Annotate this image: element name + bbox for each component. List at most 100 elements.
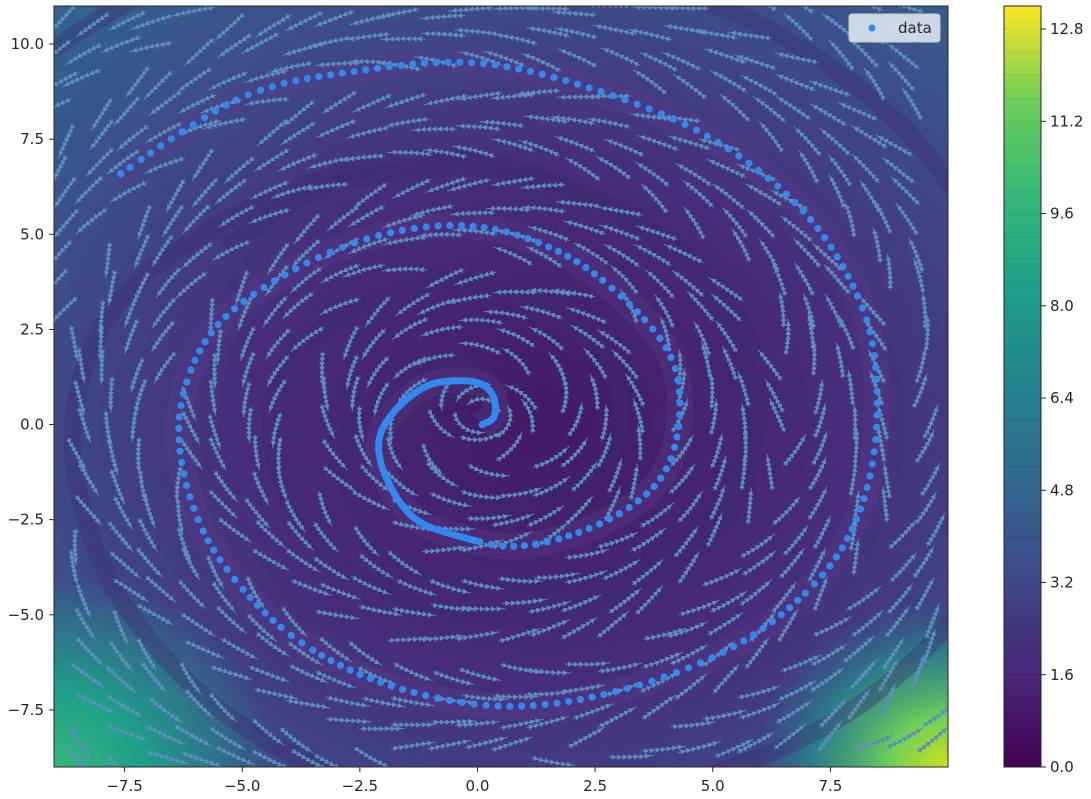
scatter-point [612,688,620,696]
scatter-point [685,664,693,672]
streamline [340,153,386,163]
streamline [214,178,248,205]
streamline [884,6,925,15]
scatter-point [872,363,880,372]
scatter-point [868,460,876,468]
streamline [491,175,536,187]
streamline [819,127,851,156]
streamline [54,296,78,325]
streamline [177,93,217,114]
streamline [100,35,142,54]
streamline [384,116,430,128]
streamline [381,266,427,273]
streamline [326,695,371,708]
streamline [606,457,623,494]
streamline [842,635,875,663]
scatter-point [386,229,395,237]
streamline [604,138,645,158]
streamline [107,520,134,553]
streamline [312,521,340,553]
streamline [319,351,326,388]
scatter-point [777,611,785,619]
streamline [279,121,316,146]
streamline [214,12,246,41]
streamline [495,405,514,439]
streamline [391,316,429,341]
scatter-point [708,654,716,662]
scatter-point [735,152,743,160]
streamline [130,357,146,393]
streamline [390,740,436,752]
streamline [266,354,290,388]
streamline [557,48,598,69]
streamline [342,325,360,361]
scatter-point [608,284,616,292]
streamline [432,669,475,686]
scatter-point [175,413,183,421]
streamline [663,243,704,264]
streamline [774,73,816,93]
streamline [293,213,321,245]
scatter-point [244,91,252,99]
streamline [421,545,467,555]
scatter-point [397,61,405,69]
streamline [582,347,608,380]
scatter-point [409,60,417,68]
scatter-point [634,497,642,505]
y-tick-label: 2.5 [20,320,44,338]
streamline [640,183,669,214]
scatter-point [201,338,209,346]
streamline [914,491,937,525]
streamline [599,224,641,242]
scatter-point [672,669,681,677]
streamline [711,183,745,210]
streamline [595,155,632,180]
scatter-point [326,248,334,256]
scatter-point [487,540,495,549]
scatter-point [844,272,852,280]
scatter-point [534,239,543,247]
streamline [912,545,935,579]
scatter-point [585,524,593,533]
scatter-point [648,677,656,685]
streamline [858,296,887,327]
scatter-point [585,84,593,92]
streamline [178,437,203,470]
streamline [819,698,848,728]
streamline [207,297,216,334]
streamline [289,266,323,294]
y-tick-label: −2.5 [8,511,44,529]
streamline [669,644,708,666]
streamline [598,706,637,729]
streamline [290,326,325,353]
scatter-point [866,472,874,480]
streamline [280,606,308,638]
streamline [492,289,538,296]
streamline [922,703,948,728]
streamline [925,512,946,547]
scatter-point [422,223,430,231]
legend-marker-data [868,24,876,32]
streamline [809,103,847,127]
streamline [75,583,92,619]
streamline [286,698,331,710]
scatter-point [873,423,881,431]
streamline [551,9,597,18]
streamline [597,662,643,674]
streamline [125,65,150,98]
streamline [846,369,856,406]
streamline [677,740,722,755]
streamline [812,616,852,638]
streamline [212,239,251,261]
streamline [314,608,360,621]
streamline [683,206,706,240]
y-tick-label: 10.0 [11,35,44,53]
streamline [452,144,496,159]
streamline [271,183,314,199]
streamline [151,297,177,330]
streamline [773,723,807,750]
streamline [178,661,202,695]
scatter-point [814,224,822,233]
colorbar-tick-label: 3.2 [1050,574,1074,592]
scatter-point [719,648,727,656]
